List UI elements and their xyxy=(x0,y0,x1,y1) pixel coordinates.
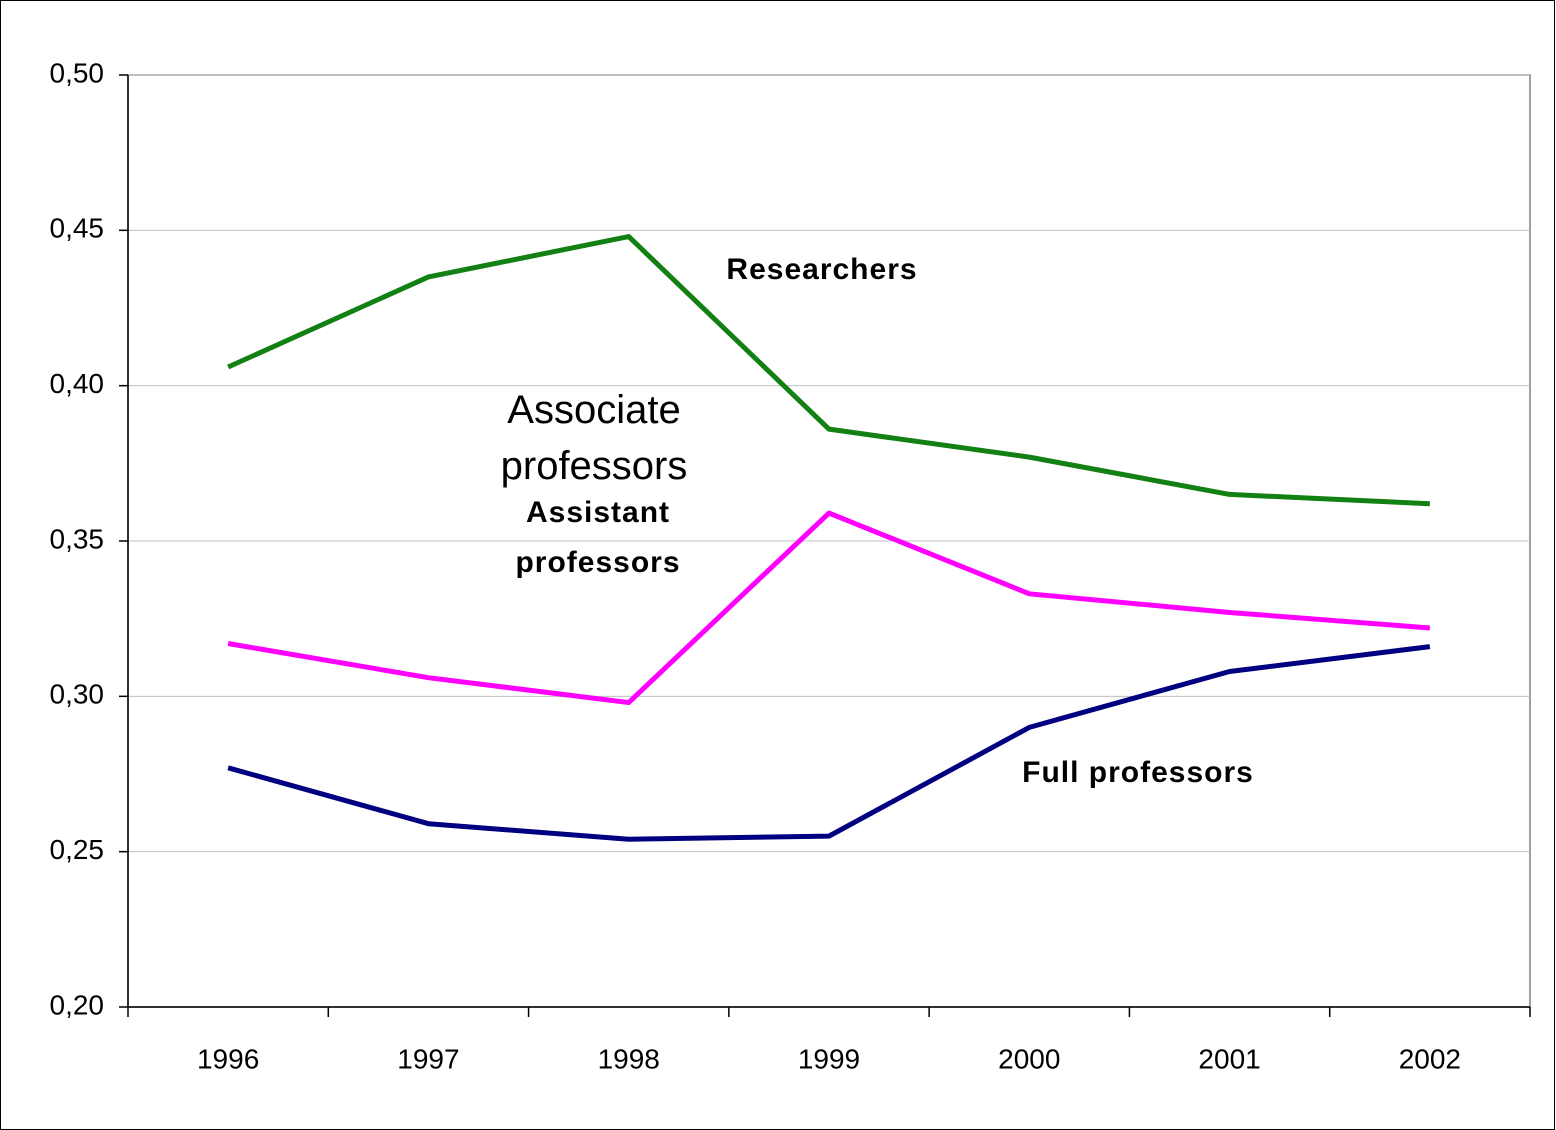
series-label: Assistant professors xyxy=(515,496,681,579)
y-tick-label: 0,25 xyxy=(50,834,105,865)
y-tick-label: 0,40 xyxy=(50,368,105,399)
x-tick-label: 1999 xyxy=(798,1043,860,1074)
series-line xyxy=(227,510,1431,706)
y-tick-label: 0,20 xyxy=(50,989,105,1020)
series-label: Full professors xyxy=(1022,756,1254,789)
annotation: Associate professors xyxy=(500,388,688,488)
y-tick-label: 0,50 xyxy=(50,57,105,88)
y-tick-label: 0,45 xyxy=(50,213,105,244)
series-line xyxy=(227,644,1431,842)
series-line xyxy=(227,234,1430,507)
x-tick-label: 1998 xyxy=(598,1043,660,1074)
x-tick-label: 2000 xyxy=(998,1043,1060,1074)
y-tick-label: 0,35 xyxy=(50,523,105,554)
series-label: Researchers xyxy=(726,253,918,286)
x-tick-label: 1997 xyxy=(397,1043,459,1074)
x-tick-label: 2001 xyxy=(1198,1043,1260,1074)
y-tick-label: 0,30 xyxy=(50,679,105,710)
x-tick-label: 2002 xyxy=(1399,1043,1461,1074)
x-tick-label: 1996 xyxy=(197,1043,259,1074)
